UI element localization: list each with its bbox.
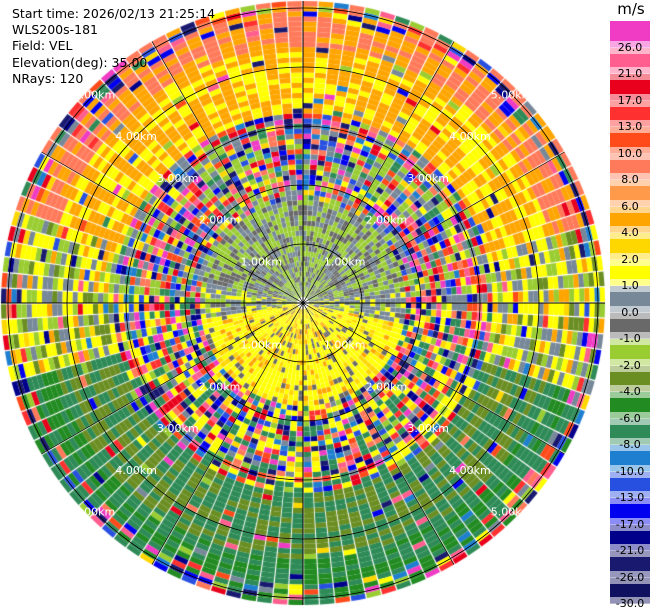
azimuth-spoke — [151, 302, 304, 565]
colorbar-tick-label: 1.0 — [610, 279, 650, 292]
elevation: Elevation(deg): 35.00 — [12, 54, 148, 70]
colorbar-tick-label: -17.0 — [610, 517, 650, 531]
range-ring-label: 1.00km — [324, 255, 366, 268]
range-ring-label: 3.00km — [157, 172, 199, 185]
colorbar-bin: -30.0 — [610, 577, 650, 610]
colorbar-tick-label: 8.0 — [610, 173, 650, 186]
range-ring-label: 2.00km — [366, 214, 408, 227]
azimuth-spoke — [302, 302, 565, 455]
colorbar-tick-label: -6.0 — [610, 411, 650, 425]
range-ring-label: 4.00km — [449, 464, 491, 477]
range-ring-label: 2.00km — [199, 380, 241, 393]
colorbar-tick-label: -21.0 — [610, 544, 650, 557]
colorbar-tick-label: -30.0 — [610, 597, 650, 610]
colorbar-bin: 2.0 — [610, 233, 650, 266]
colorbar-tick-label: 13.0 — [610, 120, 650, 133]
azimuth-spoke — [302, 41, 455, 304]
azimuth-spoke — [41, 151, 304, 304]
azimuth-spoke — [302, 151, 565, 304]
colorbar-tick-label: 17.0 — [610, 93, 650, 107]
range-ring-label: 1.00km — [240, 255, 282, 268]
range-ring-label: 4.00km — [115, 130, 157, 143]
azimuth-spoke — [41, 302, 304, 455]
colorbar-tick-label: -13.0 — [610, 491, 650, 504]
azimuth-spoke — [302, 302, 455, 565]
range-ring-label: 1.00km — [324, 339, 366, 352]
colorbar-tick-label: -26.0 — [610, 570, 650, 584]
start-time: Start time: 2026/02/13 21:25:14 — [12, 6, 216, 21]
range-ring-label: 4.00km — [115, 464, 157, 477]
azimuth-spoke — [151, 41, 304, 304]
colorbar-tick-label: 4.0 — [610, 226, 650, 239]
range-ring-overlay: 1.00km 1.00km 1.00km 1.00km 2.00km 2.00km 2.00… — [1, 1, 605, 605]
colorbar-tick-label: 6.0 — [610, 199, 650, 213]
range-ring-label: 2.00km — [199, 214, 241, 227]
colorbar-tick-label: -1.0 — [610, 332, 650, 345]
range-ring-label: 3.00km — [157, 422, 199, 435]
range-ring-label: 3.00km — [407, 172, 449, 185]
colorbar-tick-label: 21.0 — [610, 67, 650, 80]
field-name: Field: VEL — [12, 38, 73, 54]
range-ring-label: 5.00km — [74, 506, 116, 519]
colorbar-tick-label: -10.0 — [610, 464, 650, 478]
colorbar-tick-label: 10.0 — [610, 146, 650, 160]
colorbar-tick-label: -2.0 — [610, 358, 650, 372]
ppi-plot: 1.00km 1.00km 1.00km 1.00km 2.00km 2.00km 2.00… — [0, 0, 610, 610]
range-ring-label: 4.00km — [449, 130, 491, 143]
colorbar-tick-label: -4.0 — [610, 385, 650, 398]
range-ring-label: 5.00km — [74, 88, 116, 101]
range-ring-label: 5.00km — [491, 506, 533, 519]
colorbar-bin: 26.0 — [610, 21, 650, 54]
colorbar-tick-label: -8.0 — [610, 438, 650, 451]
scan-info: Start time: 2026/02/13 21:25:14 WLS200s-… — [12, 6, 215, 87]
range-ring-label: 3.00km — [407, 422, 449, 435]
nrays: NRays: 120 — [12, 70, 84, 86]
colorbar: 26.0 21.0 17.0 13.0 10.0 8.0 6.0 4.0 2.0 1.0 0.0 -1… — [610, 21, 650, 610]
range-ring-label: 5.00km — [491, 88, 533, 101]
range-ring-label: 1.00km — [240, 339, 282, 352]
velocity-ppi-canvas — [0, 0, 610, 610]
colorbar-tick-label: 0.0 — [610, 305, 650, 319]
range-ring-label: 2.00km — [366, 380, 408, 393]
colorbar-tick-label: 26.0 — [610, 40, 650, 54]
colorbar-tick-label: 2.0 — [610, 252, 650, 266]
instrument-name: WLS200s-181 — [12, 22, 98, 38]
colorbar-unit: m/s — [617, 0, 645, 18]
